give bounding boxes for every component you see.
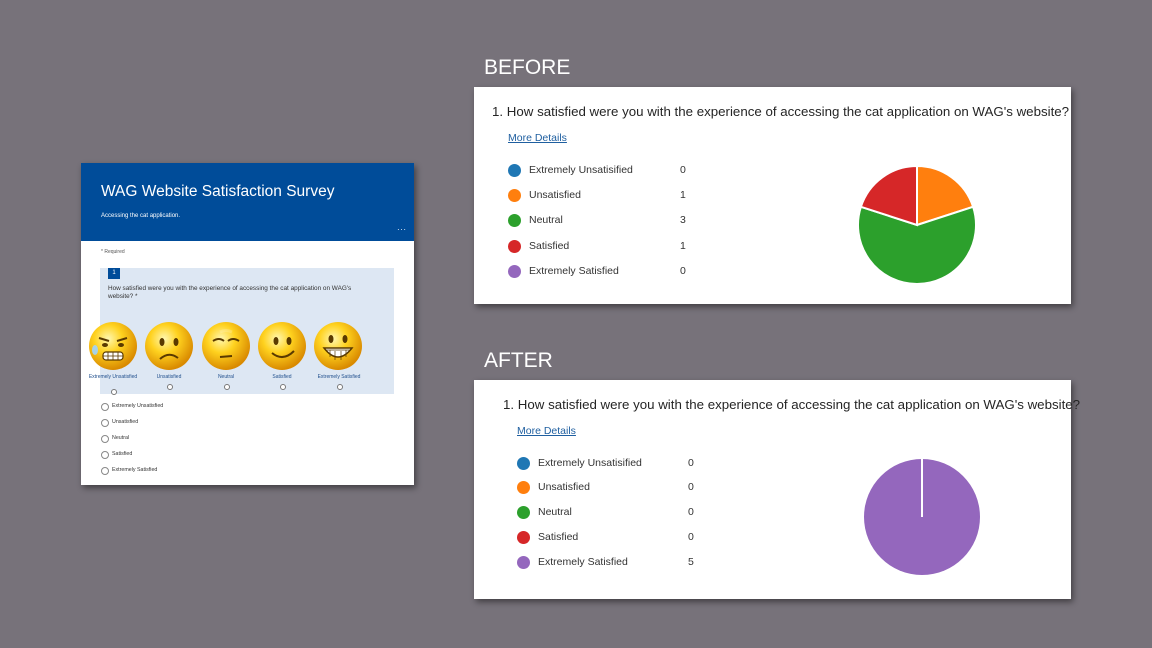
legend-swatch [517, 531, 530, 544]
form-subtitle: Accessing the cat application. [101, 213, 181, 219]
legend-count: 0 [680, 265, 686, 277]
ellipsis-icon[interactable]: ··· [397, 225, 407, 234]
emoji-radio[interactable] [111, 389, 117, 395]
legend-count: 3 [680, 214, 686, 226]
results-question: 1. How satisfied were you with the exper… [503, 397, 1081, 412]
emoji-label: Neutral [217, 374, 235, 380]
emoji-label: Satisfied [272, 374, 292, 380]
emoji-radio[interactable] [280, 384, 286, 390]
after-pie-chart [864, 459, 980, 575]
emoji-radio[interactable] [337, 384, 343, 390]
legend-label: Unsatisfied [538, 481, 590, 493]
results-question: 1. How satisfied were you with the exper… [492, 104, 1070, 119]
question-text: How satisfied were you with the experien… [108, 285, 352, 300]
before-pie-chart [857, 164, 977, 285]
legend-swatch [517, 457, 530, 470]
emoji-label: Unsatisfied [156, 374, 182, 380]
satisfied-emoji-icon[interactable] [256, 320, 308, 372]
legend-swatch [517, 506, 530, 519]
option-label: Unsatisfied [112, 419, 139, 425]
legend-label: Satisfied [538, 531, 579, 543]
legend-label: Extremely Unsatisified [529, 164, 633, 176]
legend-count: 0 [688, 481, 694, 493]
pie-slice-satisfied [859, 164, 918, 227]
survey-form-card: WAG Website Satisfaction Survey Accessin… [81, 163, 414, 485]
legend-count: 0 [688, 457, 694, 469]
option-label: Neutral [112, 435, 130, 441]
legend-swatch [508, 214, 521, 227]
after-heading: AFTER [484, 349, 553, 372]
legend-swatch [517, 481, 530, 494]
legend-swatch [517, 556, 530, 569]
legend-label: Unsatisfied [529, 189, 581, 201]
legend-count: 0 [688, 506, 694, 518]
before-heading: BEFORE [484, 56, 571, 79]
emoji-label: Extremely Unsatisfied [88, 374, 138, 380]
form-header: WAG Website Satisfaction Survey Accessin… [81, 163, 414, 241]
legend-label: Neutral [529, 214, 563, 226]
legend-count: 1 [680, 189, 686, 201]
radio-button[interactable] [101, 435, 109, 443]
emoji-label: Extremely Satisfied [317, 374, 361, 380]
required-note: * Required [101, 249, 125, 255]
extremely-satisfied-emoji-icon[interactable] [312, 320, 364, 372]
legend-count: 5 [688, 556, 694, 568]
pie-slice-neutral [857, 205, 977, 285]
more-details-link[interactable]: More Details [508, 132, 567, 144]
legend-count: 1 [680, 240, 686, 252]
legend-label: Neutral [538, 506, 572, 518]
radio-button[interactable] [101, 403, 109, 411]
legend-label: Extremely Satisfied [529, 265, 619, 277]
radio-button[interactable] [101, 419, 109, 427]
after-results-card: 1. How satisfied were you with the exper… [474, 380, 1080, 599]
radio-button[interactable] [101, 467, 109, 475]
option-label: Extremely Satisfied [112, 467, 158, 473]
more-details-link[interactable]: More Details [517, 425, 576, 437]
unsatisfied-emoji-icon[interactable] [143, 320, 195, 372]
legend-label: Extremely Unsatisified [538, 457, 642, 469]
legend-swatch [508, 265, 521, 278]
question-number-badge: 1 [108, 268, 120, 279]
legend-label: Satisfied [529, 240, 570, 252]
form-title: WAG Website Satisfaction Survey [101, 183, 335, 200]
option-label: Satisfied [112, 451, 133, 457]
legend-swatch [508, 189, 521, 202]
neutral-emoji-icon[interactable] [200, 320, 252, 372]
legend-count: 0 [680, 164, 686, 176]
legend-label: Extremely Satisfied [538, 556, 628, 568]
before-results-card: 1. How satisfied were you with the exper… [474, 87, 1071, 304]
option-label: Extremely Unsatisfied [112, 403, 164, 409]
emoji-radio[interactable] [224, 384, 230, 390]
legend-swatch [508, 240, 521, 253]
radio-button[interactable] [101, 451, 109, 459]
legend-count: 0 [688, 531, 694, 543]
question-box: 1 How satisfied were you with the experi… [89, 268, 394, 395]
extremely-unsatisfied-emoji-icon[interactable] [87, 320, 139, 372]
pie-slice-unsatisfied [916, 164, 975, 227]
emoji-radio[interactable] [167, 384, 173, 390]
legend-swatch [508, 164, 521, 177]
